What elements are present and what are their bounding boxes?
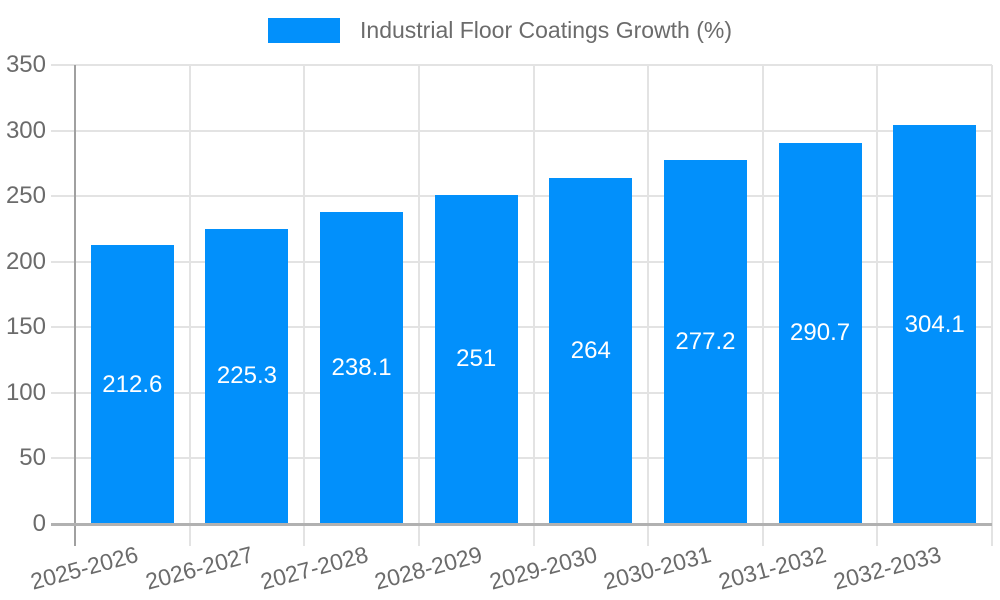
bar-value-label: 304.1 — [904, 310, 965, 338]
legend-label: Industrial Floor Coatings Growth (%) — [360, 16, 732, 43]
y-axis-label: 0 — [32, 510, 46, 537]
y-gridline — [51, 64, 992, 66]
x-axis-label: 2027-2028 — [257, 541, 371, 595]
x-axis-label: 2032-2033 — [830, 541, 944, 595]
x-axis-label: 2031-2032 — [715, 541, 829, 595]
bar-value-label: 264 — [570, 336, 611, 364]
y-axis-label: 350 — [5, 51, 46, 78]
bar[interactable] — [90, 245, 174, 524]
y-gridline — [51, 391, 992, 394]
y-axis-label: 250 — [5, 182, 46, 210]
bar-value-label: 238.1 — [331, 353, 392, 381]
x-gridline — [303, 65, 306, 546]
x-axis-label: 2025-2026 — [28, 541, 142, 595]
bar-value-label: 225.3 — [216, 362, 277, 390]
bar-value-label: 251 — [456, 345, 497, 373]
x-gridline — [876, 65, 879, 546]
x-axis-label: 2026-2027 — [142, 541, 256, 595]
x-gridline — [417, 65, 420, 546]
y-axis-line — [74, 65, 76, 546]
y-gridline — [51, 457, 992, 460]
bar[interactable] — [205, 228, 289, 524]
bar-value-label: 277.2 — [675, 328, 736, 356]
y-gridline — [51, 260, 992, 263]
bar[interactable] — [778, 142, 862, 524]
y-axis-label: 100 — [5, 378, 46, 406]
x-baseline — [51, 523, 992, 526]
y-gridline — [51, 129, 992, 132]
bar[interactable] — [663, 160, 747, 524]
legend-swatch — [268, 17, 341, 43]
bar-value-label: 212.6 — [102, 370, 163, 398]
y-gridline — [51, 326, 992, 329]
bar[interactable] — [434, 194, 518, 524]
x-gridline — [532, 65, 535, 546]
x-axis-label: 2028-2029 — [371, 541, 485, 595]
y-gridline — [51, 195, 992, 198]
y-axis-label: 50 — [19, 444, 46, 472]
x-gridline — [991, 65, 993, 546]
y-axis-label: 300 — [5, 116, 46, 144]
x-gridline — [188, 65, 191, 546]
x-axis-label: 2029-2030 — [486, 541, 600, 595]
bar[interactable] — [893, 125, 977, 524]
y-axis-label: 200 — [5, 247, 46, 275]
x-gridline — [647, 65, 650, 546]
y-axis-label: 150 — [5, 313, 46, 341]
bar[interactable] — [549, 177, 633, 524]
bar-value-label: 290.7 — [790, 319, 851, 347]
bar[interactable] — [320, 211, 404, 524]
chart-legend[interactable]: Industrial Floor Coatings Growth (%) — [0, 13, 1000, 47]
x-axis-label: 2030-2031 — [601, 541, 715, 595]
x-gridline — [761, 65, 764, 546]
